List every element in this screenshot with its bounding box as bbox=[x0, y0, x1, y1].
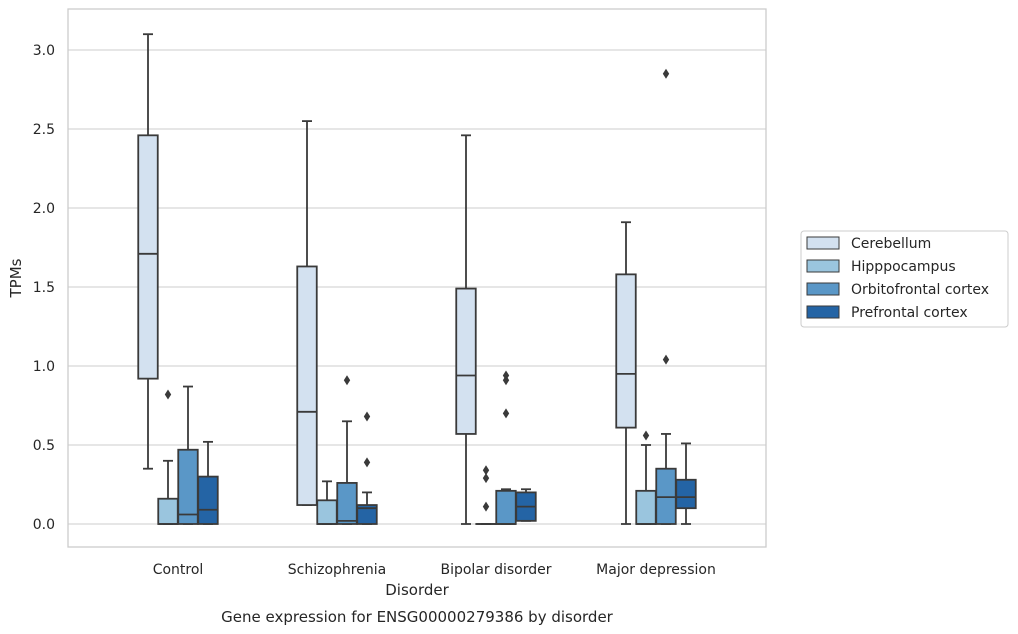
x-tick-label: Control bbox=[153, 562, 204, 578]
y-tick-label: 2.5 bbox=[33, 122, 55, 138]
outlier-point bbox=[363, 411, 371, 422]
box-group bbox=[675, 442, 697, 525]
box-group bbox=[615, 221, 637, 525]
box-group bbox=[296, 120, 318, 506]
legend-swatch bbox=[806, 305, 840, 319]
y-tick-label: 0.0 bbox=[33, 517, 55, 533]
outlier-point bbox=[363, 457, 371, 468]
box-group bbox=[635, 430, 657, 525]
legend-label: Hipppocampus bbox=[851, 259, 956, 275]
box-group bbox=[655, 68, 677, 525]
legend-swatch bbox=[806, 282, 840, 296]
y-tick-label: 2.0 bbox=[33, 201, 55, 217]
legend-label: Orbitofrontal cortex bbox=[851, 282, 989, 298]
plot-frame bbox=[67, 8, 767, 548]
box-group bbox=[137, 33, 159, 470]
outlier-point bbox=[502, 375, 510, 386]
outlier-point bbox=[482, 501, 490, 512]
box bbox=[137, 134, 159, 380]
box bbox=[356, 504, 378, 525]
boxes bbox=[137, 33, 697, 525]
box-group bbox=[475, 465, 497, 525]
box bbox=[157, 497, 179, 525]
gridlines bbox=[68, 49, 766, 525]
box-group bbox=[455, 134, 477, 525]
box bbox=[675, 478, 697, 510]
box bbox=[615, 273, 637, 429]
box bbox=[197, 475, 219, 525]
legend-label: Cerebellum bbox=[851, 236, 931, 252]
outlier-point bbox=[502, 408, 510, 419]
box-group bbox=[336, 375, 358, 525]
y-tick-labels: 0.0 0.5 1.0 1.5 2.0 2.5 3.0 bbox=[33, 43, 55, 533]
box-group bbox=[356, 411, 378, 525]
x-tick-label: Major depression bbox=[596, 562, 716, 578]
box-group bbox=[515, 488, 537, 522]
outlier-point bbox=[482, 465, 490, 476]
outlier-point bbox=[482, 473, 490, 484]
y-tick-label: 1.0 bbox=[33, 359, 55, 375]
box bbox=[495, 489, 517, 525]
y-tick-label: 3.0 bbox=[33, 43, 55, 59]
x-tick-label: Schizophrenia bbox=[288, 562, 386, 578]
legend-swatch bbox=[806, 259, 840, 273]
box-group bbox=[197, 440, 219, 525]
y-tick-label: 1.5 bbox=[33, 280, 55, 296]
outlier-point bbox=[662, 68, 670, 79]
outlier-point bbox=[662, 354, 670, 365]
box-group bbox=[177, 385, 199, 525]
legend-label: Prefrontal cortex bbox=[851, 305, 968, 321]
box-group bbox=[495, 370, 517, 525]
legend: Cerebellum Hipppocampus Orbitofrontal cort… bbox=[800, 230, 1009, 328]
x-tick-labels: Control Schizophrenia Bipolar disorder Majo… bbox=[153, 562, 716, 578]
legend-swatch bbox=[806, 236, 840, 250]
chart-caption: Gene expression for ENSG00000279386 by d… bbox=[221, 608, 614, 626]
box bbox=[296, 265, 318, 506]
x-axis-label: Disorder bbox=[385, 581, 449, 599]
box-group bbox=[157, 389, 179, 525]
box bbox=[177, 448, 199, 525]
legend-frame bbox=[800, 230, 1009, 328]
box bbox=[455, 287, 477, 435]
outlier-point bbox=[642, 430, 650, 441]
y-tick-label: 0.5 bbox=[33, 438, 55, 454]
box bbox=[635, 489, 657, 525]
outlier-point bbox=[343, 375, 351, 386]
outlier-point bbox=[164, 389, 172, 400]
y-axis-label: TPMs bbox=[7, 258, 25, 298]
box bbox=[316, 499, 338, 525]
box bbox=[336, 482, 358, 525]
x-tick-label: Bipolar disorder bbox=[440, 562, 551, 578]
plot-background bbox=[68, 9, 766, 547]
